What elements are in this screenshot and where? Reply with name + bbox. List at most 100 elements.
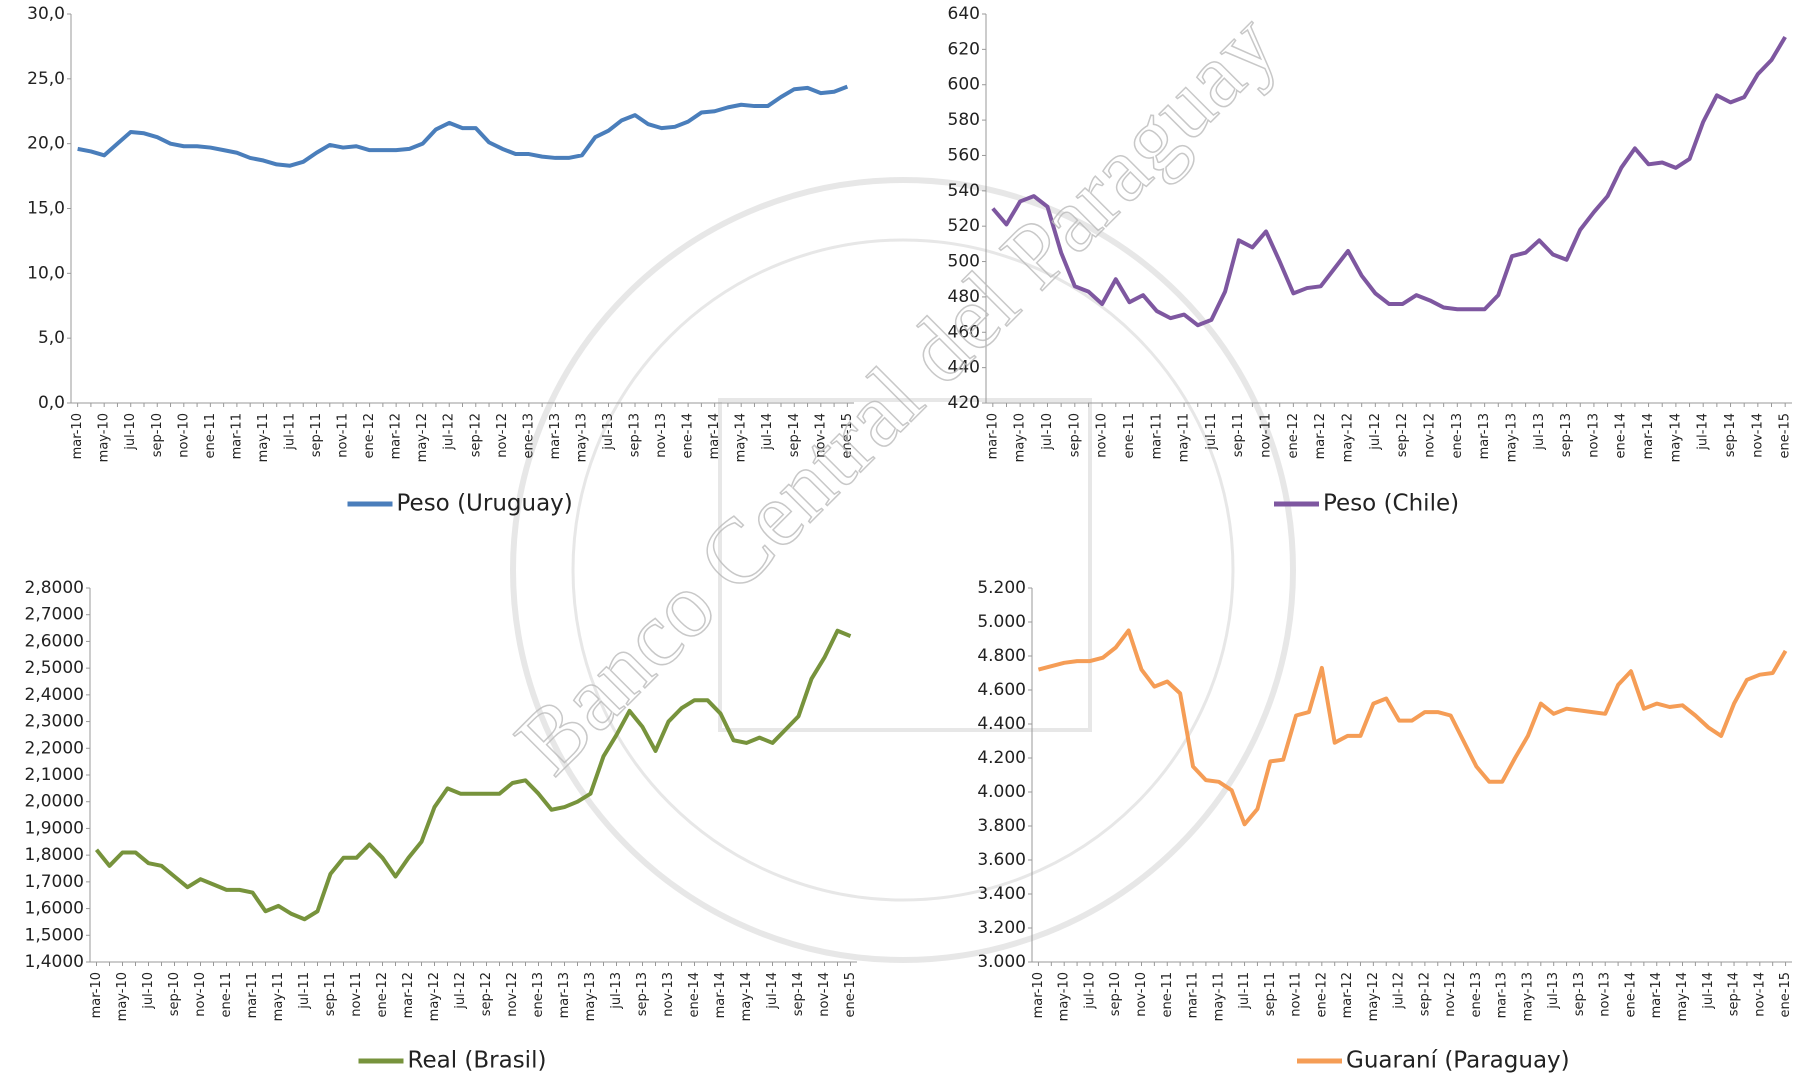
legend-label: Real (Brasil) bbox=[408, 1048, 547, 1074]
x-tick-label: nov-10 bbox=[1095, 413, 1110, 458]
x-tick-label: nov-10 bbox=[1134, 972, 1149, 1017]
x-tick-label: ene-12 bbox=[375, 972, 390, 1017]
x-tick-label: may-11 bbox=[1177, 413, 1192, 462]
y-tick-label: 15,0 bbox=[27, 199, 65, 219]
x-tick-label: nov-11 bbox=[1289, 972, 1304, 1017]
x-tick-label: jul-13 bbox=[609, 972, 624, 1010]
legend-label: Peso (Uruguay) bbox=[397, 491, 573, 517]
y-tick-label: 560 bbox=[948, 145, 980, 165]
x-tick-label: sep-14 bbox=[1723, 413, 1738, 457]
y-tick-label: 0,0 bbox=[38, 393, 65, 413]
y-tick-label: 4.600 bbox=[977, 680, 1026, 700]
x-tick-label: mar-10 bbox=[89, 972, 104, 1018]
chart: 420 440 460 480 500 520 540 560 580 600 620 640 mar-… bbox=[948, 4, 1793, 517]
x-tick-label: ene-13 bbox=[531, 972, 546, 1017]
x-tick-label: nov-14 bbox=[1750, 413, 1765, 458]
x-tick-label: sep-10 bbox=[150, 413, 165, 457]
x-tick-label: jul-10 bbox=[1040, 413, 1055, 451]
x-tick-label: mar-13 bbox=[1477, 413, 1492, 459]
x-tick-label: nov-14 bbox=[1752, 972, 1767, 1017]
x-tick-label: may-12 bbox=[1341, 413, 1356, 462]
x-tick-label: may-14 bbox=[1675, 972, 1690, 1021]
x-tick-label: ene-14 bbox=[681, 413, 696, 458]
x-tick-label: jul-13 bbox=[601, 413, 616, 451]
series-line bbox=[94, 628, 852, 922]
y-tick-label: 1,4000 bbox=[25, 952, 84, 972]
x-tick-label: ene-12 bbox=[1314, 972, 1329, 1017]
x-tick-label: ene-11 bbox=[203, 413, 218, 458]
x-tick-label: sep-13 bbox=[1572, 972, 1587, 1016]
x-tick-label: jul-12 bbox=[1368, 413, 1383, 451]
x-tick-label: jul-12 bbox=[453, 972, 468, 1010]
y-tick-label: 1,7000 bbox=[25, 872, 84, 892]
x-tick-label: sep-10 bbox=[167, 972, 182, 1016]
x-tick-label: jul-11 bbox=[297, 972, 312, 1010]
x-tick-label: jul-12 bbox=[442, 413, 457, 451]
x-tick-label: mar-14 bbox=[713, 972, 728, 1018]
seal bbox=[510, 177, 1296, 963]
x-tick-label: sep-13 bbox=[635, 972, 650, 1016]
x-tick-label: nov-12 bbox=[1443, 972, 1458, 1017]
y-tick-label: 580 bbox=[948, 110, 980, 130]
x-tick-label: sep-10 bbox=[1108, 972, 1123, 1016]
x-tick-label: nov-11 bbox=[336, 413, 351, 458]
x-tick-label: nov-13 bbox=[1598, 972, 1613, 1017]
x-tick-label: may-10 bbox=[1057, 972, 1072, 1021]
x-tick-label: sep-14 bbox=[791, 972, 806, 1016]
x-tick-label: jul-11 bbox=[282, 413, 297, 451]
x-tick-label: ene-11 bbox=[1160, 972, 1175, 1017]
x-tick-label: nov-11 bbox=[349, 972, 364, 1017]
x-tick-label: may-13 bbox=[574, 413, 589, 462]
x-tick-label: jul-14 bbox=[765, 972, 780, 1010]
y-tick-label: 10,0 bbox=[27, 263, 65, 283]
seal-ring bbox=[510, 177, 1296, 963]
y-tick-label: 2,2000 bbox=[25, 738, 84, 758]
x-tick-label: jul-14 bbox=[760, 413, 775, 451]
seal-ring bbox=[571, 238, 1235, 902]
x-tick-label: mar-13 bbox=[548, 413, 563, 459]
y-tick-label: 25,0 bbox=[27, 69, 65, 89]
x-tick-label: nov-10 bbox=[176, 413, 191, 458]
legend-label: Guaraní (Paraguay) bbox=[1346, 1048, 1570, 1074]
x-tick-label: mar-11 bbox=[1149, 413, 1164, 459]
x-tick-label: may-13 bbox=[583, 972, 598, 1021]
y-tick-label: 2,3000 bbox=[25, 712, 84, 732]
y-tick-label: 520 bbox=[948, 216, 980, 236]
x-tick-label: nov-10 bbox=[193, 972, 208, 1017]
x-tick-label: jul-11 bbox=[1237, 972, 1252, 1010]
x-tick-label: sep-13 bbox=[628, 413, 643, 457]
x-tick-label: ene-15 bbox=[1778, 413, 1793, 458]
x-tick-label: ene-14 bbox=[687, 972, 702, 1017]
y-tick-label: 3.200 bbox=[977, 918, 1026, 938]
x-tick-label: nov-12 bbox=[1422, 413, 1437, 458]
x-tick-label: may-12 bbox=[415, 413, 430, 462]
x-tick-label: may-13 bbox=[1504, 413, 1519, 462]
y-tick-label: 1,6000 bbox=[25, 899, 84, 919]
y-tick-label: 440 bbox=[948, 358, 980, 378]
y-tick-label: 420 bbox=[948, 393, 980, 413]
x-tick-label: mar-14 bbox=[707, 413, 722, 459]
y-tick-label: 2,4000 bbox=[25, 685, 84, 705]
x-tick-label: mar-11 bbox=[245, 972, 260, 1018]
x-tick-label: sep-12 bbox=[1395, 413, 1410, 457]
x-tick-label: mar-10 bbox=[985, 413, 1000, 459]
x-tick-label: jul-10 bbox=[141, 972, 156, 1010]
x-tick-label: nov-14 bbox=[817, 972, 832, 1017]
x-tick-label: sep-12 bbox=[479, 972, 494, 1016]
y-tick-label: 5,0 bbox=[38, 328, 65, 348]
x-tick-label: may-10 bbox=[97, 413, 112, 462]
x-tick-label: sep-14 bbox=[1727, 972, 1742, 1016]
x-tick-label: mar-14 bbox=[1641, 413, 1656, 459]
x-tick-label: sep-10 bbox=[1067, 413, 1082, 457]
x-tick-label: jul-14 bbox=[1696, 413, 1711, 451]
x-tick-label: nov-13 bbox=[654, 413, 669, 458]
y-tick-label: 500 bbox=[948, 252, 980, 272]
seal-building bbox=[718, 398, 1092, 732]
x-tick-label: ene-13 bbox=[1469, 972, 1484, 1017]
x-tick-label: may-12 bbox=[1366, 972, 1381, 1021]
x-tick-label: sep-13 bbox=[1559, 413, 1574, 457]
y-tick-label: 620 bbox=[948, 39, 980, 59]
y-tick-label: 4.800 bbox=[977, 646, 1026, 666]
x-tick-label: mar-10 bbox=[70, 413, 85, 459]
